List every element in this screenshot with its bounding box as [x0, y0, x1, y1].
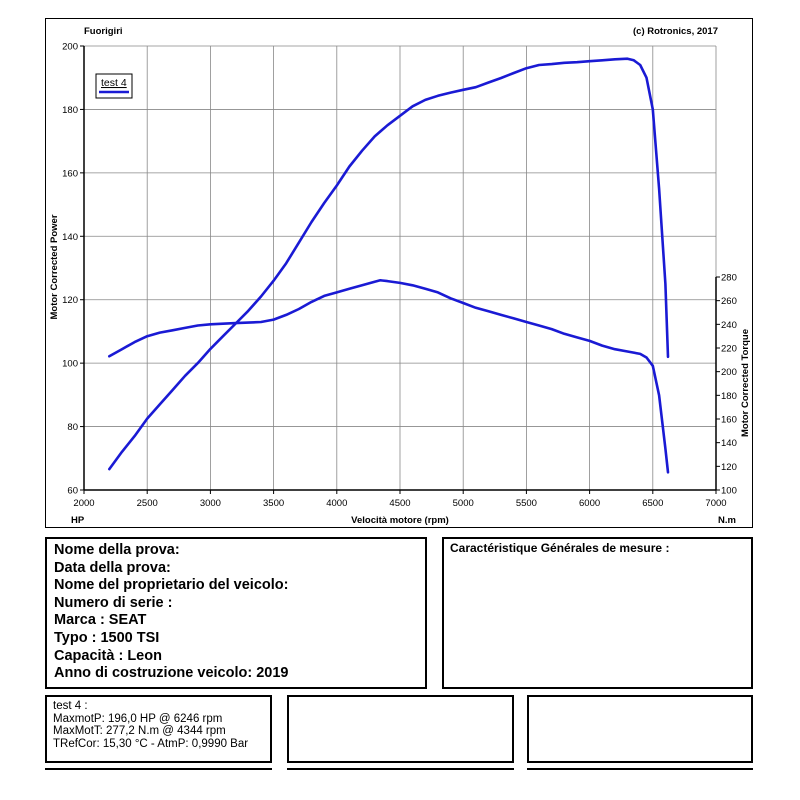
x-tick-label: 3500 — [263, 498, 284, 509]
series — [107, 57, 670, 474]
x-tick-label: 6000 — [579, 498, 600, 509]
y-right-tick-label: 260 — [721, 296, 737, 307]
header-left-label: Fuorigiri — [84, 26, 123, 37]
x-tick-label: 3000 — [200, 498, 221, 509]
x-tick-label: 2500 — [137, 498, 158, 509]
x-tick-label: 5000 — [453, 498, 474, 509]
general-characteristics-box: Caractéristique Générales de mesure : — [442, 537, 753, 689]
y-left-tick-label: 160 — [62, 168, 78, 179]
results-max-power: MaxmotP: 196,0 HP @ 6246 rpm — [53, 712, 223, 725]
y-right-axis-label: Motor Corrected Torque — [740, 329, 751, 437]
legend: test 4 — [95, 73, 133, 99]
y-left-tick-label: 180 — [62, 105, 78, 116]
tick-labels: 2000 2500 3000 3500 4000 4500 5000 5500 6000 6500… — [62, 42, 737, 510]
header-right-label: (c) Rotronics, 2017 — [633, 26, 718, 37]
y-right-tick-label: 100 — [721, 486, 737, 497]
y-right-tick-label: 280 — [721, 273, 737, 284]
type-line: Typo : 1500 TSI — [54, 629, 160, 646]
x-unit-left-label: HP — [71, 515, 85, 526]
owner-name-line: Nome del proprietario del veicolo: — [54, 577, 289, 594]
y-left-tick-label: 140 — [62, 232, 78, 243]
x-tick-label: 5500 — [516, 498, 537, 509]
results-box: test 4 : MaxmotP: 196,0 HP @ 6246 rpm Ma… — [45, 695, 272, 763]
results-max-torque: MaxMotT: 277,2 N.m @ 4344 rpm — [53, 725, 226, 738]
divider-line — [287, 768, 514, 770]
test-date-line: Data della prova: — [54, 559, 171, 576]
results-test-label: test 4 : — [53, 700, 88, 712]
y-right-tick-label: 240 — [721, 320, 737, 331]
results-ref-conditions: TRefCor: 15,30 °C - AtmP: 0,9990 Bar — [53, 737, 249, 750]
test-name-line: Nome della prova: — [54, 542, 180, 558]
y-right-tick-label: 120 — [721, 462, 737, 473]
y-left-tick-label: 100 — [62, 359, 78, 370]
chart-frame: 2000 2500 3000 3500 4000 4500 5000 5500 6000 6500… — [45, 18, 753, 528]
empty-box — [527, 695, 753, 763]
y-right-tick-label: 200 — [721, 367, 737, 378]
divider-line — [527, 768, 753, 770]
x-unit-right-label: N.m — [718, 515, 736, 526]
y-left-tick-label: 200 — [62, 42, 78, 53]
brand-line: Marca : SEAT — [54, 612, 147, 629]
y-right-tick-label: 140 — [721, 438, 737, 449]
y-left-tick-label: 120 — [62, 295, 78, 306]
y-left-tick-label: 60 — [67, 486, 78, 497]
legend-entry-label: test 4 — [101, 77, 127, 89]
y-right-tick-label: 220 — [721, 344, 737, 355]
axes — [80, 45, 720, 494]
grid — [83, 45, 717, 491]
capacity-line: Capacità : Leon — [54, 647, 162, 664]
divider-line — [45, 768, 272, 770]
serial-number-line: Numero di serie : — [54, 594, 173, 611]
general-characteristics-title: Caractéristique Générales de mesure : — [450, 541, 670, 555]
torque-series-line — [107, 278, 670, 474]
x-tick-label: 2000 — [73, 498, 94, 509]
vehicle-info-box: Nome della prova: Data della prova: Nome… — [45, 537, 427, 689]
y-left-tick-label: 80 — [67, 422, 78, 433]
empty-box — [287, 695, 514, 763]
x-tick-label: 7000 — [705, 498, 726, 509]
y-right-tick-label: 180 — [721, 391, 737, 402]
x-tick-label: 4000 — [326, 498, 347, 509]
chart: 2000 2500 3000 3500 4000 4500 5000 5500 6000 6500… — [49, 26, 751, 526]
power-series-line — [107, 57, 670, 471]
x-tick-label: 4500 — [389, 498, 410, 509]
x-tick-label: 6500 — [642, 498, 663, 509]
y-left-axis-label: Motor Corrected Power — [49, 214, 60, 319]
x-axis-label: Velocità motore (rpm) — [351, 515, 449, 526]
y-right-tick-label: 160 — [721, 415, 737, 426]
build-year-line: Anno di costruzione veicolo: 2019 — [54, 665, 289, 682]
